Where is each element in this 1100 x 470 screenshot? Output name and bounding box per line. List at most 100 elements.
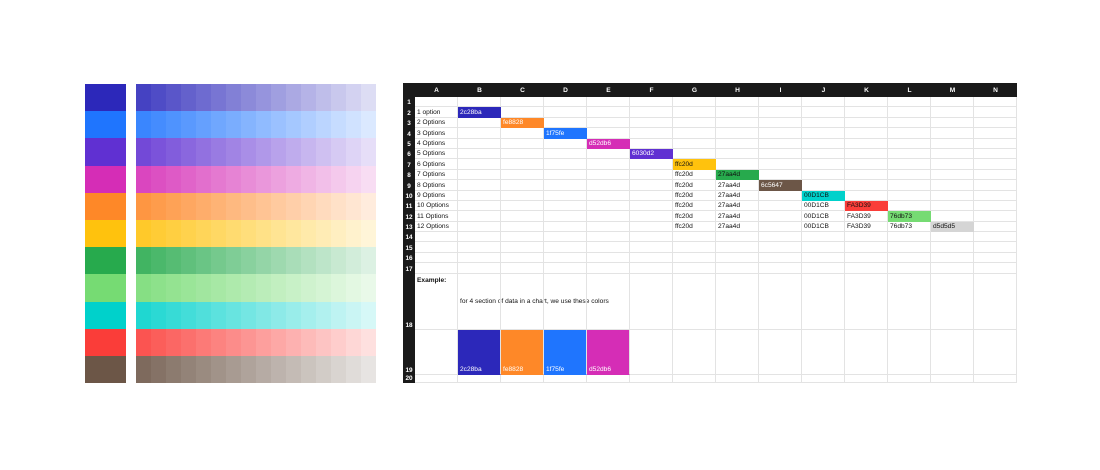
cell-n18[interactable] (974, 273, 1017, 330)
cell-f11[interactable]: 6030d2 (630, 200, 673, 212)
cell-a12[interactable]: 11 Options (415, 211, 458, 222)
cell-d7[interactable]: 1f75fe (544, 159, 587, 170)
cell-d12[interactable]: 1f75fe (544, 211, 587, 222)
cell-i3[interactable] (759, 117, 802, 129)
cell-l17[interactable] (888, 263, 931, 274)
cell-i5[interactable] (759, 138, 802, 149)
cell-i19[interactable] (759, 329, 802, 375)
cell-g10[interactable]: ffc20d (673, 190, 716, 201)
cell-a4[interactable]: 3 Options (415, 128, 458, 139)
cell-e14[interactable] (587, 232, 630, 243)
cell-l1[interactable] (888, 97, 931, 108)
cell-b9[interactable]: 2c28ba (458, 180, 501, 191)
cell-c5[interactable]: fe8828 (501, 138, 544, 149)
cell-f5[interactable] (630, 138, 673, 149)
cell-l2[interactable] (888, 107, 931, 118)
cell-n11[interactable] (974, 200, 1017, 212)
cell-j20[interactable] (802, 374, 845, 383)
cell-d13[interactable]: 1f75fe (544, 221, 587, 233)
cell-k6[interactable] (845, 148, 888, 160)
cell-e2[interactable] (587, 107, 630, 118)
cell-c15[interactable] (501, 242, 544, 253)
column-header-i[interactable]: I (779, 86, 782, 94)
cell-i17[interactable] (759, 263, 802, 274)
cell-g19[interactable] (673, 329, 716, 375)
cell-n7[interactable] (974, 159, 1017, 170)
cell-a1[interactable] (415, 97, 458, 108)
cell-a7[interactable]: 6 Options (415, 159, 458, 170)
cell-f20[interactable] (630, 374, 673, 383)
cell-h19[interactable] (716, 329, 759, 375)
cell-m14[interactable] (931, 232, 974, 243)
cell-c17[interactable] (501, 263, 544, 274)
cell-l20[interactable] (888, 374, 931, 383)
cell-a19[interactable] (415, 329, 458, 375)
cell-n19[interactable] (974, 329, 1017, 375)
cell-f12[interactable]: 6030d2 (630, 211, 673, 222)
cell-a2[interactable]: 1 option (415, 107, 458, 118)
cell-e15[interactable] (587, 242, 630, 253)
cell-i2[interactable] (759, 107, 802, 118)
cell-l7[interactable] (888, 159, 931, 170)
cell-k10[interactable] (845, 190, 888, 201)
cell-k5[interactable] (845, 138, 888, 149)
cell-e11[interactable]: d52db6 (587, 200, 630, 212)
column-header-c[interactable]: C (520, 86, 525, 94)
cell-m19[interactable] (931, 329, 974, 375)
cell-e1[interactable] (587, 97, 630, 108)
cell-i10[interactable]: 6c5647 (759, 190, 802, 201)
cell-i12[interactable]: 6c5647 (759, 211, 802, 222)
cell-m8[interactable] (931, 169, 974, 181)
cell-g8[interactable]: ffc20d (673, 169, 716, 181)
cell-j7[interactable] (802, 159, 845, 170)
cell-i18[interactable] (759, 273, 802, 330)
cell-k16[interactable] (845, 252, 888, 264)
cell-j14[interactable] (802, 232, 845, 243)
row-header-8[interactable]: 8 (403, 169, 415, 181)
cell-i1[interactable] (759, 97, 802, 108)
column-header-j[interactable]: J (821, 86, 826, 94)
cell-k9[interactable] (845, 180, 888, 191)
cell-b2[interactable]: 2c28ba (458, 107, 501, 118)
cell-d17[interactable] (544, 263, 587, 274)
cell-d2[interactable] (544, 107, 587, 118)
cell-a14[interactable] (415, 232, 458, 243)
cell-c16[interactable] (501, 252, 544, 264)
cell-m20[interactable] (931, 374, 974, 383)
cell-e7[interactable]: d52db6 (587, 159, 630, 170)
cell-g15[interactable] (673, 242, 716, 253)
cell-g6[interactable] (673, 148, 716, 160)
cell-d3[interactable] (544, 117, 587, 129)
cell-d8[interactable]: 1f75fe (544, 169, 587, 181)
cell-k15[interactable] (845, 242, 888, 253)
cell-k3[interactable] (845, 117, 888, 129)
cell-a5[interactable]: 4 Options (415, 138, 458, 149)
cell-f10[interactable]: 6030d2 (630, 190, 673, 201)
cell-g4[interactable] (673, 128, 716, 139)
corner-cell[interactable] (403, 83, 415, 97)
cell-f9[interactable]: 6030d2 (630, 180, 673, 191)
cell-b3[interactable]: 2c28ba (458, 117, 501, 129)
cell-l15[interactable] (888, 242, 931, 253)
cell-j15[interactable] (802, 242, 845, 253)
cell-j3[interactable] (802, 117, 845, 129)
cell-h5[interactable] (716, 138, 759, 149)
cell-n16[interactable] (974, 252, 1017, 264)
cell-d16[interactable] (544, 252, 587, 264)
cell-f1[interactable] (630, 97, 673, 108)
cell-a20[interactable] (415, 374, 458, 383)
column-header-d[interactable]: D (563, 86, 568, 94)
cell-f17[interactable] (630, 263, 673, 274)
row-header-6[interactable]: 6 (403, 148, 415, 160)
cell-g12[interactable]: ffc20d (673, 211, 716, 222)
column-header-f[interactable]: F (649, 86, 654, 94)
cell-m17[interactable] (931, 263, 974, 274)
cell-m6[interactable] (931, 148, 974, 160)
column-header-l[interactable]: L (907, 86, 912, 94)
cell-k20[interactable] (845, 374, 888, 383)
cell-k12[interactable]: FA3D39 (845, 211, 888, 222)
cell-b14[interactable] (458, 232, 501, 243)
cell-e10[interactable]: d52db6 (587, 190, 630, 201)
cell-b10[interactable]: 2c28ba (458, 190, 501, 201)
cell-k7[interactable] (845, 159, 888, 170)
